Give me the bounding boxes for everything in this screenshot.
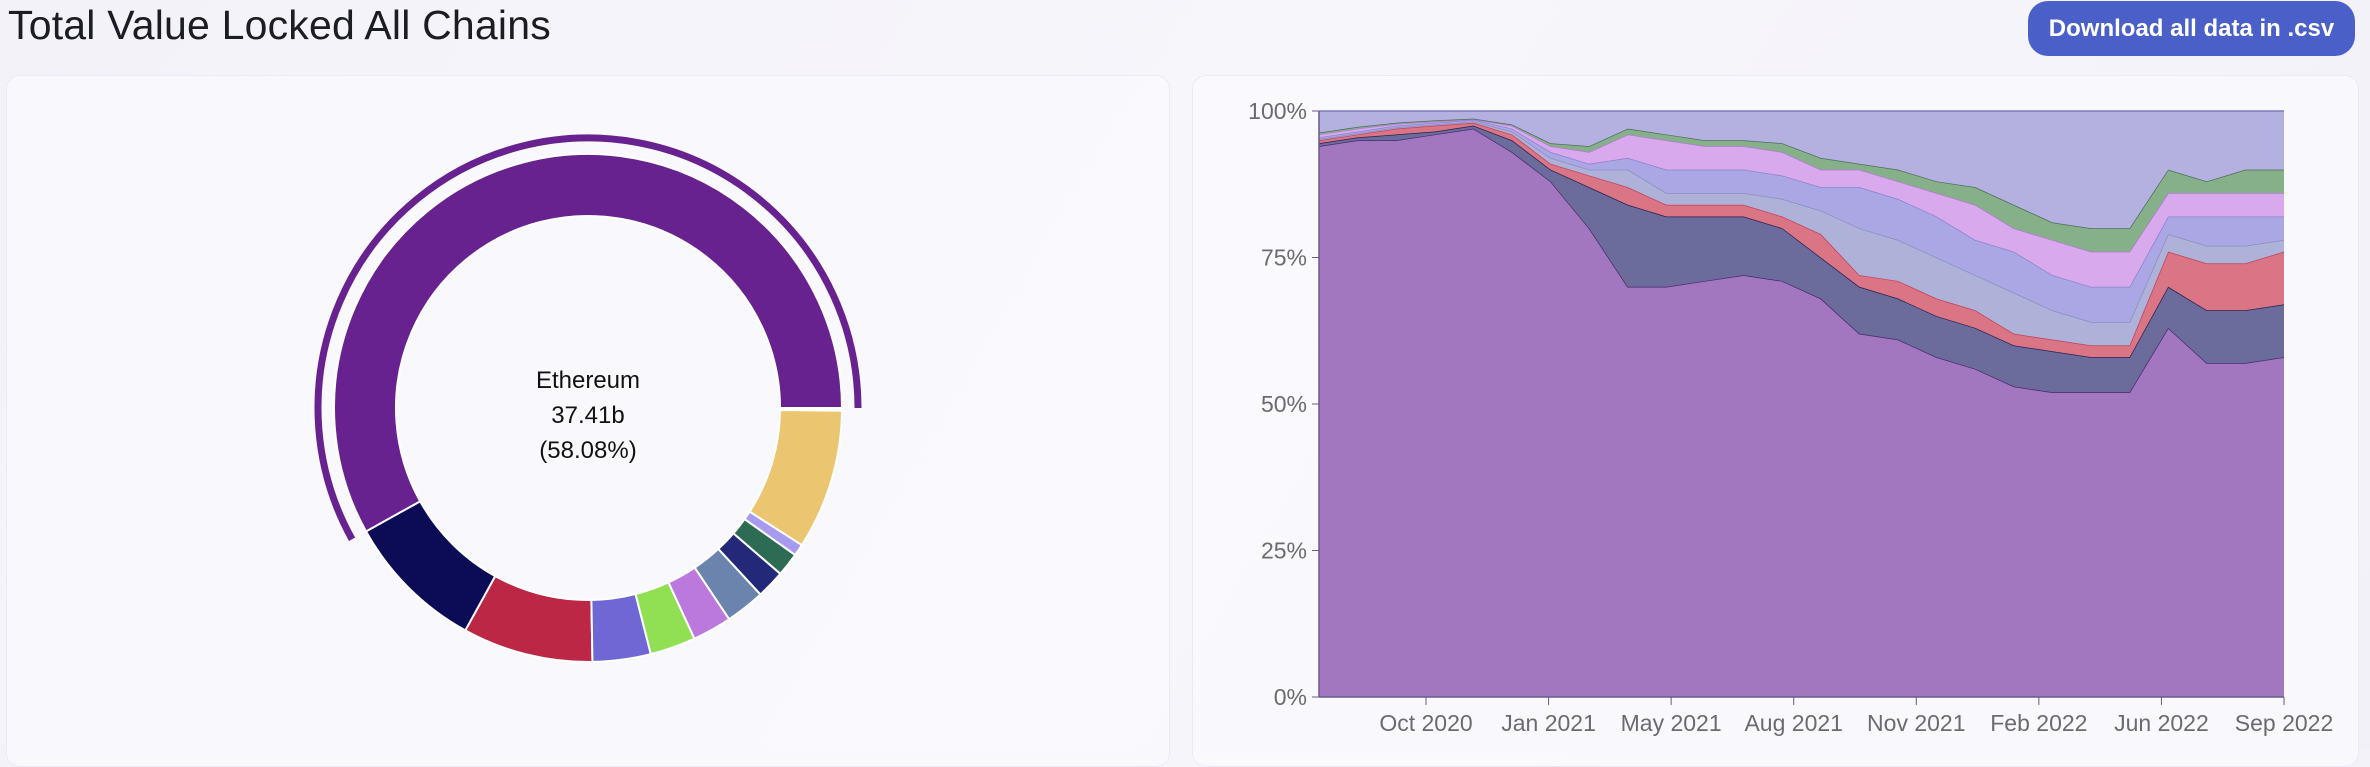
x-tick-label: May 2021: [1621, 710, 1722, 736]
x-tick-label: Oct 2020: [1379, 710, 1472, 736]
area-series-5: [1319, 119, 2284, 287]
download-csv-button[interactable]: Download all data in .csv: [2028, 1, 2355, 56]
y-tick-label: 100%: [1248, 98, 1307, 124]
area-series-0: [1319, 128, 2284, 697]
stacked-area-chart: 0% 25% 50% 75% 100% Oct 2020 Jan 2021 May 2021 A…: [1248, 98, 2333, 736]
y-tick-label: 0%: [1274, 684, 1307, 710]
donut-highlight-ring: [314, 134, 862, 541]
donut-chart: Ethereum 37.41b (58.08%): [314, 134, 862, 663]
x-tick-label: Feb 2022: [1990, 710, 2087, 736]
x-tick-label: Jan 2021: [1501, 710, 1596, 736]
area-series-4: [1319, 119, 2284, 322]
area-series-1: [1319, 125, 2284, 393]
center-label-value: 37.41b: [551, 402, 624, 429]
x-tick-label: Sep 2022: [2235, 710, 2333, 736]
donut-slice[interactable]: [748, 409, 843, 547]
y-tick-label: 75%: [1261, 245, 1307, 271]
x-tick-label: Jun 2022: [2114, 710, 2209, 736]
donut-slice-ethereum[interactable]: [333, 153, 844, 533]
y-tick-label: 25%: [1261, 538, 1307, 564]
x-tick-label: Aug 2021: [1744, 710, 1842, 736]
area-series-2: [1319, 122, 2284, 358]
page-title: Total Value Locked All Chains: [8, 2, 551, 48]
center-label-percent: (58.08%): [539, 437, 636, 464]
area-series-7: [1319, 111, 2284, 229]
center-label-name: Ethereum: [536, 367, 640, 394]
x-tick-label: Nov 2021: [1867, 710, 1965, 736]
y-tick-label: 50%: [1261, 391, 1307, 417]
